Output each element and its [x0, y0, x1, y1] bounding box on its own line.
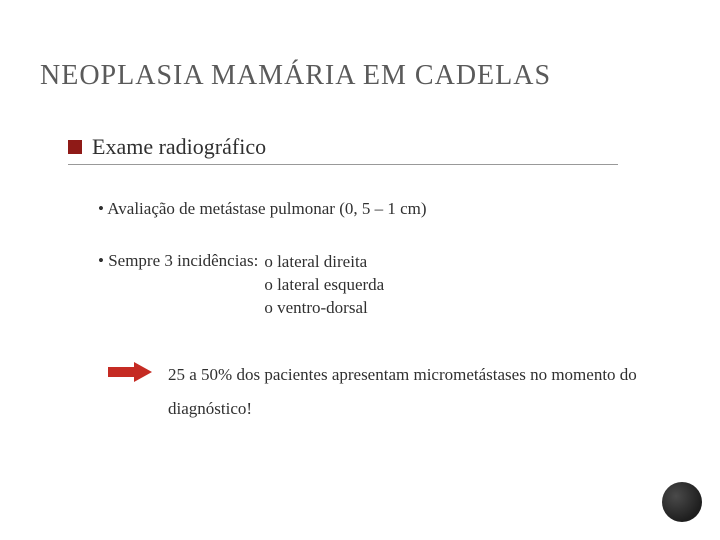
bullet-item-2-lead: • Sempre 3 incidências: [98, 251, 258, 271]
square-bullet-icon [68, 140, 82, 154]
slide: NEOPLASIA MAMÁRIA EM CADELAS Exame radio… [0, 0, 720, 540]
bullet-item-1: • Avaliação de metástase pulmonar (0, 5 … [98, 199, 680, 219]
bullet-item-2: • Sempre 3 incidências: o lateral direit… [98, 251, 680, 320]
page-title: NEOPLASIA MAMÁRIA EM CADELAS [40, 60, 680, 92]
section-underline [68, 164, 618, 165]
section-row: Exame radiográfico [68, 134, 680, 160]
section-heading: Exame radiográfico [92, 134, 266, 160]
note-text: 25 a 50% dos pacientes apresentam microm… [168, 358, 668, 426]
incidencia-c: o ventro-dorsal [264, 297, 384, 320]
incidencias-list: o lateral direita o lateral esquerda o v… [264, 251, 384, 320]
note-row: 25 a 50% dos pacientes apresentam microm… [108, 358, 680, 426]
arrow-right-icon [108, 362, 152, 382]
incidencia-a: o lateral direita [264, 251, 384, 274]
corner-circle-icon [662, 482, 702, 522]
incidencia-b: o lateral esquerda [264, 274, 384, 297]
